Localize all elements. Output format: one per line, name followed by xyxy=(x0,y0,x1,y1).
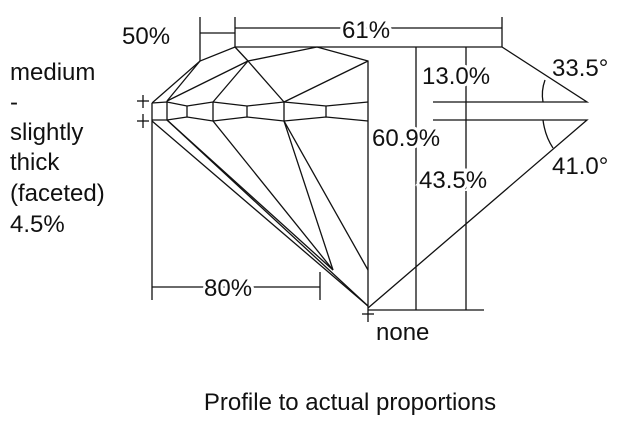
girdle-label-line: 4.5% xyxy=(10,211,65,238)
table-label: 61% xyxy=(342,17,390,44)
girdle-label-line: - xyxy=(10,89,18,116)
girdle-label-line: medium xyxy=(10,59,95,86)
crown-height-label: 13.0% xyxy=(422,63,490,90)
culet-label: none xyxy=(376,319,429,346)
crown-angle-label: 33.5° xyxy=(552,55,608,82)
pavilion-angle-label: 41.0° xyxy=(552,153,608,180)
diamond-outline xyxy=(151,46,590,309)
pavilion-depth-label: 43.5% xyxy=(419,167,487,194)
girdle-label-line: (faceted) xyxy=(10,180,105,207)
girdle-label-line: slightly xyxy=(10,119,83,146)
girdle-label-line: thick xyxy=(10,149,60,176)
girdle-label: medium - slightly thick (faceted) 4.5% xyxy=(10,59,105,238)
dimension-lines xyxy=(137,17,554,322)
diagram-caption: Profile to actual proportions xyxy=(204,389,496,416)
total-depth-label: 60.9% xyxy=(372,125,440,152)
star-length-label: 50% xyxy=(122,23,170,50)
lower-half-length-label: 80% xyxy=(204,275,252,302)
